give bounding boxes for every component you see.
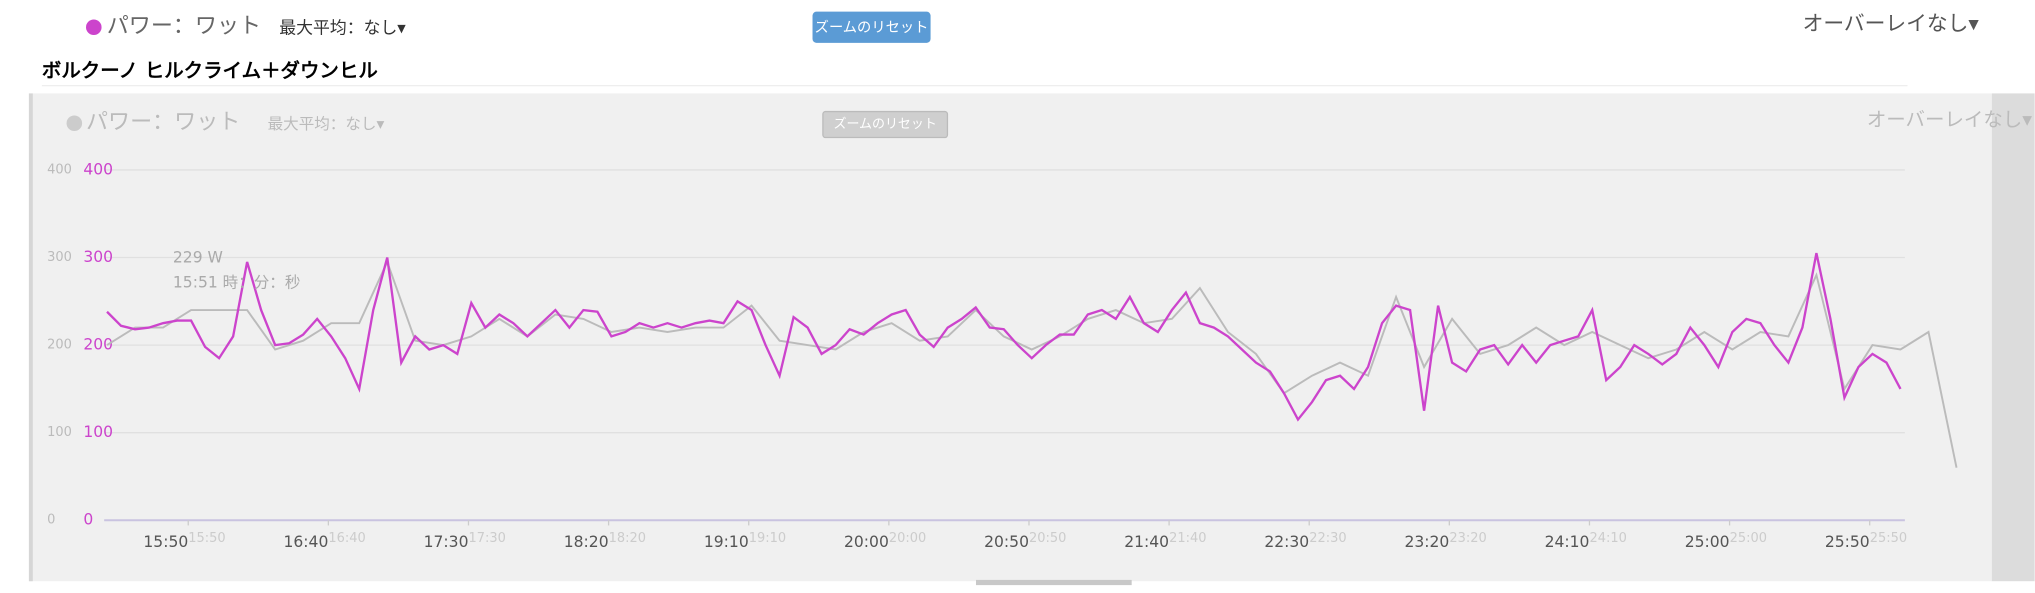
zoom-label-faded: ズームのリセット (833, 116, 936, 132)
zoom-button[interactable] (812, 11, 931, 43)
x-tick-label: 21:40 (1124, 533, 1169, 551)
max-avg-faded: 最大平均：なし▾ (268, 115, 385, 133)
overlay-select[interactable]: オーバーレイなし▾ (1803, 12, 1980, 36)
x-tick-label: 23:20 (1405, 533, 1450, 551)
legend-dot[interactable] (85, 19, 102, 36)
x-tick-label: 24:10 (1545, 533, 1590, 551)
y-tick-label-faded: 400 (47, 162, 72, 177)
y-tick-label-faded: 100 (47, 425, 72, 440)
x-tick-label: 20:50 (984, 533, 1029, 551)
power-line (106, 252, 1902, 422)
x-tick-label: 20:00 (844, 533, 889, 551)
y-tick-label: 300 (83, 248, 113, 266)
legend-label[interactable]: パワー：ワット (107, 14, 261, 39)
y-tick-label: 100 (83, 423, 113, 441)
y-tick-label: 0 (83, 511, 93, 529)
side-strip (1991, 93, 2035, 582)
x-tick-label-faded: 23:20 (1449, 531, 1486, 546)
x-tick-label: 25:00 (1685, 533, 1730, 551)
x-tick-label: 17:30 (424, 533, 469, 551)
x-tick-label-faded: 20:00 (889, 531, 926, 546)
x-tick-label: 25:50 (1825, 533, 1870, 551)
title: ボルクーノ ヒルクライム＋ダウンヒル (42, 59, 378, 82)
x-tick-label-faded: 25:00 (1730, 531, 1767, 546)
panel-border (28, 93, 33, 582)
y-tick-label-faded: 0 (47, 513, 55, 528)
legend-label-faded: パワー：ワット (86, 110, 240, 135)
x-tick-label-faded: 15:50 (188, 531, 225, 546)
x-tick-label-faded: 20:50 (1029, 531, 1066, 546)
legend-dot-faded (66, 115, 83, 132)
tooltip-value: 229 W (173, 249, 223, 267)
x-tick-label-faded: 16:40 (328, 531, 365, 546)
y-tick-label: 200 (83, 336, 113, 354)
x-tick-label-faded: 22:30 (1309, 531, 1346, 546)
x-tick-label: 18:20 (564, 533, 609, 551)
x-tick-label-faded: 19:10 (749, 531, 786, 546)
x-tick-label-faded: 21:40 (1169, 531, 1206, 546)
overlay-faded: オーバーレイなし▾ (1867, 108, 2032, 131)
x-tick-label-faded: 17:30 (468, 531, 505, 546)
x-tick-label: 16:40 (284, 533, 329, 551)
x-tick-label: 15:50 (143, 533, 188, 551)
tooltip-time: 15:51 時：分：秒 (173, 273, 300, 291)
x-tick-label: 19:10 (704, 533, 749, 551)
max-avg[interactable]: 最大平均：なし▾ (279, 18, 406, 38)
y-tick-label: 400 (83, 160, 113, 178)
x-tick-label-faded: 18:20 (609, 531, 646, 546)
zoom-button-faded (822, 110, 949, 139)
y-tick-label-faded: 200 (47, 338, 72, 353)
x-tick-label-faded: 25:50 (1870, 531, 1907, 546)
x-tick-label-faded: 24:10 (1589, 531, 1626, 546)
scrollbar[interactable] (975, 579, 1132, 586)
x-tick-label: 22:30 (1264, 533, 1309, 551)
y-tick-label-faded: 300 (47, 250, 72, 265)
zoom-label[interactable]: ズームのリセット (815, 19, 929, 36)
overlay-line (106, 259, 1958, 468)
